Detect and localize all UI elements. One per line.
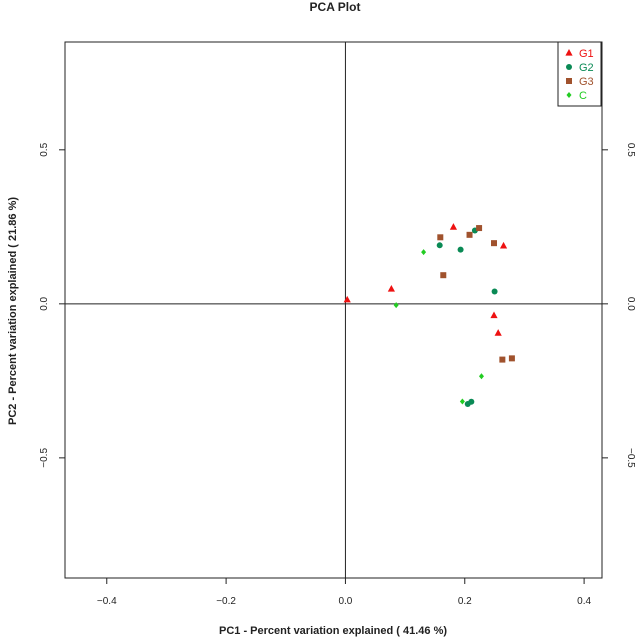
y-tick-label-right: 0.5 [625, 143, 636, 157]
data-point-g3 [491, 240, 498, 247]
data-point-g3 [437, 234, 444, 241]
data-point-g3 [499, 356, 506, 363]
legend-marker-g3 [566, 78, 572, 84]
data-point-g2 [468, 398, 475, 405]
data-point-g2 [436, 242, 443, 249]
data-point-g1 [449, 223, 458, 230]
data-point-g3 [476, 225, 483, 232]
y-tick-label-left: −0.5 [39, 448, 50, 468]
y-tick-label-left: 0.0 [39, 296, 50, 310]
y-tick-label-right: 0.0 [625, 297, 636, 311]
y-tick-label-right: −0.5 [625, 448, 636, 468]
data-point-g3 [466, 231, 473, 238]
x-axis-label: PC1 - Percent variation explained ( 41.4… [219, 625, 447, 637]
legend-label-g3: G3 [579, 76, 594, 88]
chart-title: PCA Plot [310, 0, 361, 14]
data-point-g1 [343, 295, 351, 303]
x-tick-label: 0.0 [338, 596, 352, 607]
y-tick-label-left: 0.5 [39, 142, 50, 156]
data-point-g1 [490, 311, 498, 319]
data-point-c [478, 373, 484, 380]
data-point-g2 [491, 288, 498, 295]
legend-label-g2: G2 [579, 62, 594, 74]
data-point-c [393, 302, 399, 309]
x-tick-label: 0.2 [458, 596, 472, 607]
data-point-g2 [457, 246, 464, 253]
y-axis-label: PC2 - Percent variation explained ( 21.8… [7, 197, 19, 425]
data-point-c [421, 249, 427, 256]
x-tick-label: −0.4 [97, 596, 117, 607]
legend-label-g1: G1 [579, 48, 594, 60]
legend-marker-g2 [566, 64, 572, 70]
legend-marker-c [566, 92, 572, 98]
data-point-c [459, 398, 465, 405]
x-tick-label: −0.2 [216, 596, 236, 607]
legend-box [557, 41, 602, 107]
legend-label-c: C [579, 90, 587, 102]
data-point-g1 [499, 241, 508, 249]
x-tick-label: 0.4 [577, 596, 591, 607]
plot-frame [64, 41, 603, 579]
data-point-g3 [508, 355, 515, 362]
data-point-g3 [440, 272, 447, 279]
legend-marker-g1 [565, 49, 573, 56]
data-point-g1 [387, 285, 395, 292]
data-point-g1 [494, 329, 502, 336]
